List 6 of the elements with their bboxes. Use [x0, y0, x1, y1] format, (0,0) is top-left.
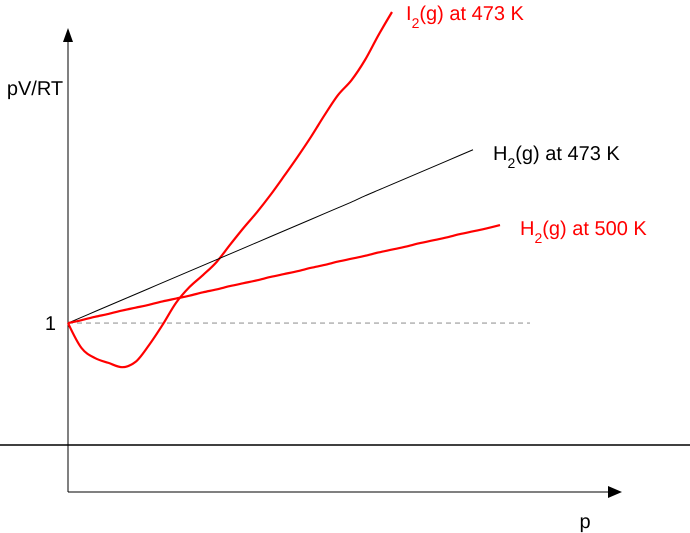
series-label: I$_{2}$(g) at 473 K — [406, 3, 525, 31]
series-label: H$_{2}$(g) at 473 K — [493, 142, 620, 171]
text: 1 — [44, 313, 56, 336]
x-axis-title: p — [579, 511, 591, 533]
series-label: H$_{2}$(g) at 500 K — [520, 218, 648, 246]
y-axis-title: pV/RT — [6, 78, 64, 100]
